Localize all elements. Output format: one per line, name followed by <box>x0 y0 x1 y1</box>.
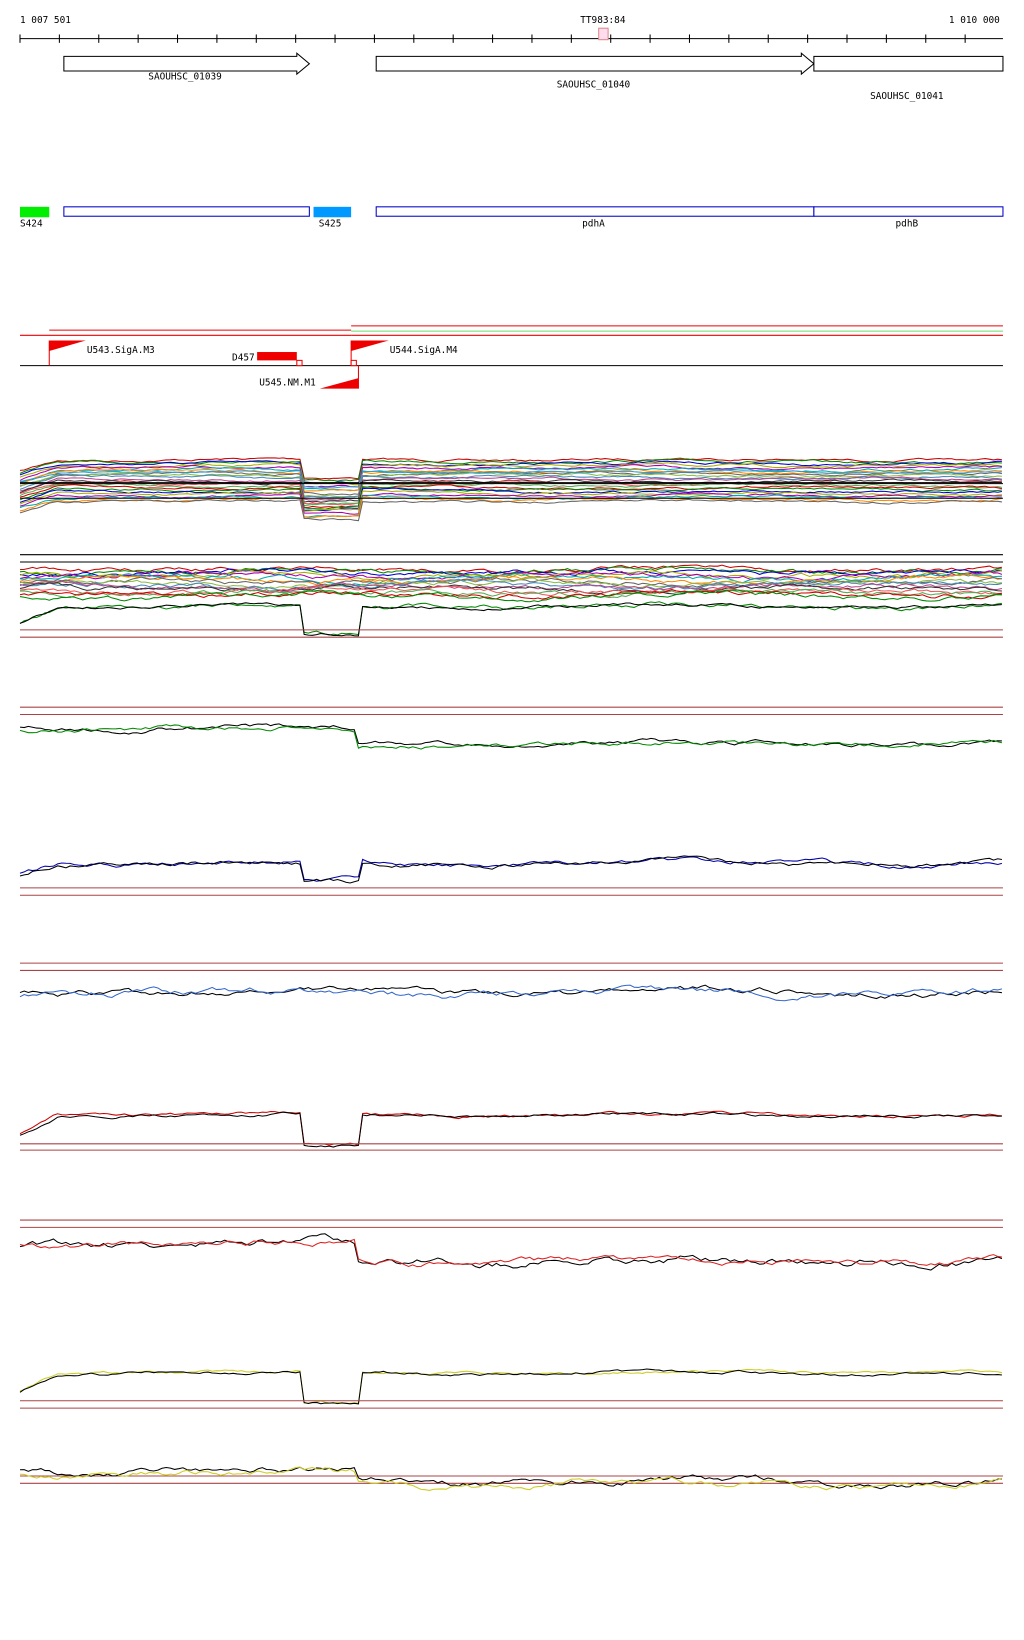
feature <box>20 206 50 218</box>
promoter-flag <box>319 378 359 389</box>
expression-trace <box>19 1111 1002 1148</box>
feature-label: pdhB <box>896 219 919 230</box>
promoter-flag <box>49 340 86 351</box>
expression-trace <box>19 472 1002 498</box>
expression-trace <box>19 572 1002 586</box>
ruler-start: 1 007 501 <box>20 15 71 26</box>
promoter-flag <box>351 340 389 351</box>
gene-arrow <box>813 55 1004 72</box>
ruler-ticks <box>19 34 966 43</box>
expression-trace <box>19 1466 1002 1490</box>
expression-trace <box>19 1238 1002 1268</box>
gene-label: SAOUHSC_01039 <box>148 71 222 82</box>
promoter-label: U544.SigA.M4 <box>390 345 458 356</box>
expression-trace <box>19 984 1003 1002</box>
marker <box>598 27 609 41</box>
feature <box>63 206 310 217</box>
expression-trace <box>19 578 1003 592</box>
expression-trace <box>19 577 1002 590</box>
gene-label: SAOUHSC_01041 <box>870 91 944 102</box>
feature-label: S425 <box>319 219 342 230</box>
expression-trace <box>19 469 1002 489</box>
expression-trace <box>19 1466 1003 1491</box>
expression-trace <box>19 570 1003 582</box>
expression-trace <box>19 457 1002 480</box>
expression-trace <box>19 492 1002 515</box>
feature <box>313 206 352 218</box>
expression-trace <box>19 487 1003 512</box>
gene-label: SAOUHSC_01040 <box>557 80 631 91</box>
expression-trace <box>19 576 1002 588</box>
promoter-end <box>350 359 357 367</box>
expression-trace <box>19 856 1003 882</box>
expression-trace <box>19 498 1002 522</box>
gene-arrow <box>63 52 311 76</box>
feature <box>813 206 1004 217</box>
feature-label: S424 <box>20 219 43 230</box>
expression-trace <box>19 1368 1002 1405</box>
expression-trace <box>19 723 1002 749</box>
expression-trace <box>19 589 1003 600</box>
feature <box>375 206 815 217</box>
expression-trace <box>19 1233 1003 1271</box>
feature-label: pdhA <box>582 219 605 230</box>
expression-trace <box>19 984 1002 1000</box>
expression-trace <box>19 484 1003 508</box>
gene-arrow <box>375 52 815 76</box>
expression-trace <box>19 602 1002 637</box>
expression-trace <box>19 466 1002 492</box>
terminator-label: D457 <box>232 352 255 363</box>
expression-trace <box>19 569 1002 581</box>
expression-trace <box>19 724 1003 750</box>
terminator <box>257 352 297 361</box>
expression-trace <box>19 460 1002 485</box>
ruler-end: 1 010 000 <box>949 15 1000 26</box>
expression-trace <box>19 470 1003 496</box>
expression-trace <box>19 462 1002 486</box>
expression-trace <box>19 589 1002 603</box>
expression-trace <box>19 496 1002 519</box>
expression-trace <box>19 582 1002 595</box>
expression-trace <box>19 476 1002 501</box>
expression-trace <box>19 478 1002 503</box>
promoter-label: U545.NM.M1 <box>259 377 316 388</box>
terminator-end <box>296 359 303 367</box>
promoter-label: U543.SigA.M3 <box>87 345 155 356</box>
ruler-marker: TT983:84 <box>580 15 626 26</box>
expression-trace <box>19 855 1003 884</box>
expression-tracks <box>19 457 1003 1491</box>
